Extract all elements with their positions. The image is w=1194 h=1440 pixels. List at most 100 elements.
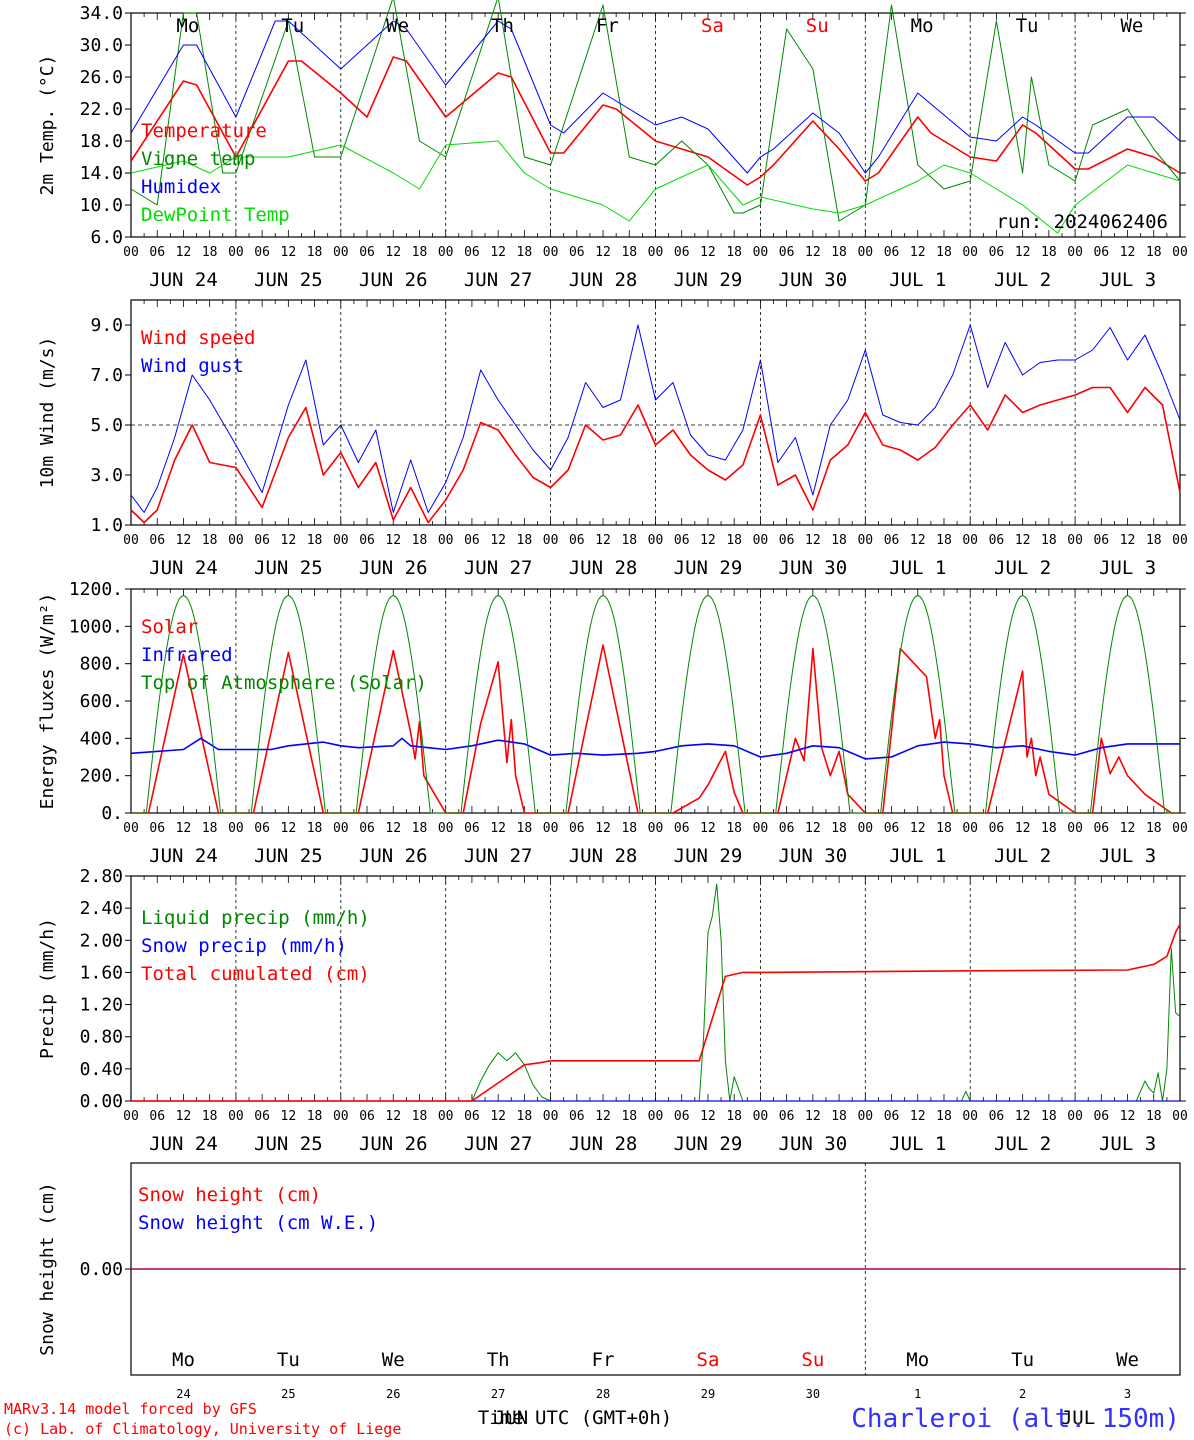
x-hour-label: 06 bbox=[254, 245, 270, 260]
series-line bbox=[131, 595, 1180, 814]
series-line bbox=[130, 737, 1180, 760]
legend-entry: Infrared bbox=[141, 644, 233, 666]
x-date-label: JUN 27 bbox=[464, 557, 533, 579]
day-label: We bbox=[386, 15, 409, 37]
x-hour-label: 06 bbox=[569, 1109, 585, 1124]
x-hour-label: 18 bbox=[517, 245, 533, 260]
y-tick-label: 1000. bbox=[69, 616, 123, 637]
x-date-label: JUL 1 bbox=[889, 269, 946, 291]
series-line bbox=[131, 883, 1181, 1102]
x-hour-label: 00 bbox=[648, 533, 664, 548]
x-date-label: JUN 30 bbox=[779, 557, 848, 579]
legend-entry: Humidex bbox=[141, 176, 221, 198]
x-hour-label: 18 bbox=[202, 245, 218, 260]
y-tick-label: 6.0 bbox=[90, 227, 123, 248]
x-date-label: JUL 3 bbox=[1099, 845, 1156, 867]
day-label: We bbox=[382, 1349, 405, 1371]
y-tick-label: 2.80 bbox=[80, 866, 123, 887]
x-hour-label: 00 bbox=[123, 533, 139, 548]
x-hour-label: 18 bbox=[307, 245, 323, 260]
x-hour-label: 00 bbox=[438, 1109, 454, 1124]
x-hour-label: 00 bbox=[123, 1109, 139, 1124]
y-tick-label: 0.40 bbox=[80, 1059, 123, 1080]
x-hour-label: 12 bbox=[595, 1109, 611, 1124]
x-hour-label: 12 bbox=[385, 821, 401, 836]
x-hour-label: 18 bbox=[1041, 533, 1057, 548]
x-hour-label: 12 bbox=[1015, 245, 1031, 260]
legend-entry: Vigne temp bbox=[141, 148, 255, 170]
day-label: Tu bbox=[281, 15, 304, 37]
x-hour-label: 00 bbox=[857, 821, 873, 836]
x-date-label: JUL 3 bbox=[1099, 557, 1156, 579]
x-date-label: JUN 24 bbox=[149, 1133, 218, 1155]
x-hour-label: 12 bbox=[910, 245, 926, 260]
x-date-label: JUN 27 bbox=[464, 269, 533, 291]
x-hour-label: 00 bbox=[123, 821, 139, 836]
x-hour-label: 06 bbox=[884, 533, 900, 548]
x-hour-label: 12 bbox=[490, 821, 506, 836]
x-hour-label: 00 bbox=[1067, 245, 1083, 260]
x-hour-label: 18 bbox=[621, 821, 637, 836]
x-hour-label: 12 bbox=[700, 245, 716, 260]
day-label: We bbox=[1120, 15, 1143, 37]
x-hour-label: 00 bbox=[648, 821, 664, 836]
panel-4 bbox=[125, 875, 1186, 1102]
x-hour-label: 18 bbox=[1146, 533, 1162, 548]
x-hour-label: 00 bbox=[228, 245, 244, 260]
series-line bbox=[130, 20, 1181, 174]
legend-entry: Snow height (cm) bbox=[138, 1184, 321, 1206]
x-hour-label: 18 bbox=[412, 821, 428, 836]
x-hour-label: 12 bbox=[490, 1109, 506, 1124]
x-date-label: JUL 2 bbox=[994, 845, 1051, 867]
x-hour-label: 06 bbox=[1093, 821, 1109, 836]
date-number: 2 bbox=[1019, 1387, 1026, 1401]
panel-3 bbox=[125, 588, 1186, 814]
credit-line-2: (c) Lab. of Climatology, University of L… bbox=[4, 1420, 401, 1438]
x-hour-label: 00 bbox=[438, 821, 454, 836]
date-number: 30 bbox=[806, 1387, 820, 1401]
x-hour-label: 18 bbox=[831, 245, 847, 260]
x-hour-label: 00 bbox=[1067, 1109, 1083, 1124]
y-axis-label: 2m Temp. (°C) bbox=[37, 55, 58, 196]
day-label: Mo bbox=[172, 1349, 195, 1371]
day-label: Mo bbox=[911, 15, 934, 37]
y-axis-label: Energy fluxes (W/m²) bbox=[37, 593, 58, 810]
x-hour-label: 12 bbox=[176, 1109, 192, 1124]
x-hour-label: 06 bbox=[1093, 245, 1109, 260]
x-hour-label: 06 bbox=[989, 245, 1005, 260]
x-date-label: JUN 27 bbox=[464, 1133, 533, 1155]
x-hour-label: 12 bbox=[281, 245, 297, 260]
x-hour-label: 00 bbox=[228, 533, 244, 548]
y-tick-label: 1.0 bbox=[90, 515, 123, 536]
x-hour-label: 12 bbox=[1120, 821, 1136, 836]
y-tick-label: 30.0 bbox=[80, 35, 123, 56]
plot-frame bbox=[130, 588, 1181, 814]
series-line bbox=[130, 56, 1181, 186]
x-date-label: JUL 1 bbox=[889, 1133, 946, 1155]
x-hour-label: 18 bbox=[1041, 1109, 1057, 1124]
x-hour-label: 00 bbox=[333, 533, 349, 548]
legend-entry: Total cumulated (cm) bbox=[141, 963, 370, 985]
x-hour-label: 12 bbox=[490, 533, 506, 548]
day-label: Su bbox=[806, 15, 829, 37]
x-date-label: JUN 27 bbox=[464, 845, 533, 867]
day-label: Tu bbox=[277, 1349, 300, 1371]
series-line bbox=[130, 140, 1181, 234]
x-hour-label: 18 bbox=[936, 1109, 952, 1124]
x-hour-label: 12 bbox=[595, 821, 611, 836]
x-hour-label: 00 bbox=[857, 245, 873, 260]
y-tick-label: 3.0 bbox=[90, 465, 123, 486]
date-number: 26 bbox=[386, 1387, 400, 1401]
y-tick-label: 5.0 bbox=[90, 415, 123, 436]
x-axis-month-label-2: JUL bbox=[1061, 1407, 1095, 1429]
y-tick-label: 14.0 bbox=[80, 163, 123, 184]
day-label: Sa bbox=[701, 15, 724, 37]
x-hour-label: 18 bbox=[831, 533, 847, 548]
x-date-label: JUN 29 bbox=[674, 1133, 743, 1155]
x-hour-label: 00 bbox=[1172, 1109, 1188, 1124]
y-tick-label: 2.40 bbox=[80, 898, 123, 919]
panel-5 bbox=[125, 1162, 1186, 1376]
y-tick-label: 7.0 bbox=[90, 365, 123, 386]
x-hour-label: 12 bbox=[385, 245, 401, 260]
